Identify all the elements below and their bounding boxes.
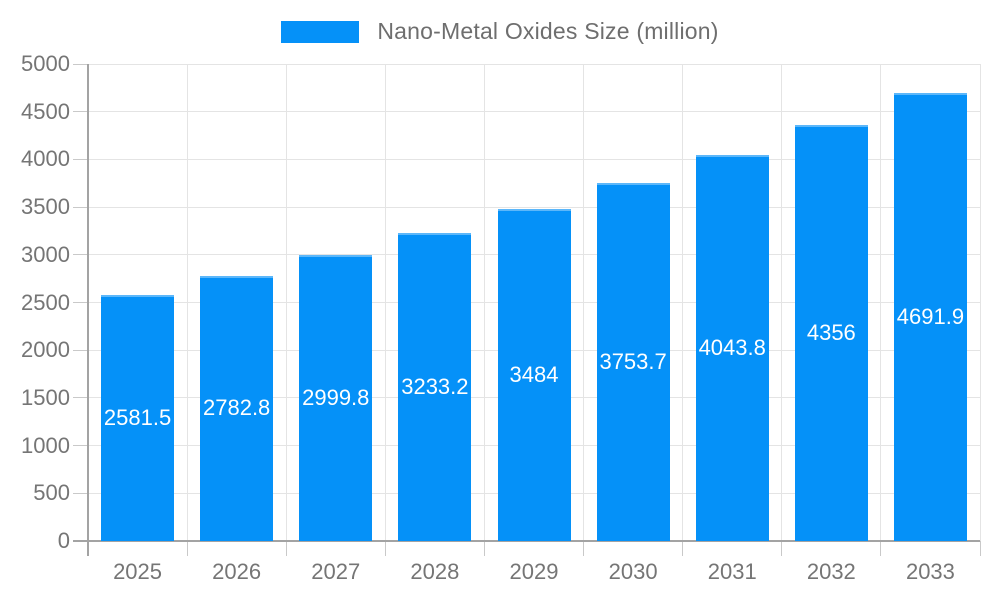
x-axis-label-2032: 2032 (806, 559, 856, 584)
bar-2025[interactable] (101, 294, 175, 541)
y-axis-tick-0 (73, 540, 88, 542)
x-axis-tick-2 (285, 541, 287, 556)
y-axis-tick-500 (73, 492, 88, 494)
bar-2028[interactable] (398, 232, 472, 541)
gridline-x-boundary-3 (384, 64, 386, 541)
legend-color-swatch (281, 20, 360, 43)
gridline-x-boundary-6 (682, 64, 684, 541)
x-axis-tick-7 (781, 541, 783, 556)
legend-label: Nano-Metal Oxides Size (million) (377, 18, 719, 44)
x-axis-tick-5 (583, 541, 585, 556)
y-axis-label-1000: 1000 (21, 432, 70, 458)
x-axis-label-2030: 2030 (608, 559, 658, 584)
chart-legend[interactable]: Nano-Metal Oxides Size (million) (0, 18, 1000, 45)
x-axis-tick-0 (87, 541, 89, 556)
gridline-y-5000 (88, 63, 980, 65)
y-axis-label-3000: 3000 (21, 241, 70, 267)
y-axis-tick-3000 (73, 254, 88, 256)
x-axis-label-2026: 2026 (212, 559, 262, 584)
bar-2031[interactable] (695, 155, 769, 541)
y-axis-tick-2000 (73, 349, 88, 351)
y-axis-tick-2500 (73, 302, 88, 303)
y-axis-line (87, 64, 89, 556)
x-axis-tick-4 (483, 541, 485, 556)
y-axis-label-5000: 5000 (21, 51, 70, 76)
y-axis-tick-4000 (73, 158, 88, 160)
x-axis-tick-1 (186, 541, 188, 556)
gridline-x-boundary-9 (979, 64, 981, 541)
x-axis-tick-6 (682, 541, 684, 556)
y-axis-tick-3500 (73, 206, 88, 208)
x-axis-tick-8 (880, 541, 882, 556)
y-axis-label-2000: 2000 (21, 337, 70, 363)
y-axis-label-2500: 2500 (21, 289, 70, 315)
gridline-x-boundary-8 (880, 64, 882, 541)
y-axis-tick-1500 (73, 397, 88, 399)
bar-2026[interactable] (200, 275, 274, 541)
bar-2030[interactable] (596, 182, 670, 541)
x-axis-label-2028: 2028 (410, 559, 460, 584)
x-axis-label-2033: 2033 (905, 559, 955, 584)
gridline-x-boundary-4 (483, 64, 485, 541)
gridline-x-boundary-5 (583, 64, 585, 541)
bar-2029[interactable] (497, 208, 571, 541)
y-axis-label-4000: 4000 (21, 146, 70, 172)
y-axis-tick-4500 (73, 111, 88, 113)
y-axis-label-500: 500 (33, 480, 70, 506)
x-axis-label-2029: 2029 (509, 559, 559, 584)
y-axis-label-1500: 1500 (21, 384, 70, 410)
y-axis-label-3500: 3500 (21, 194, 70, 220)
y-axis-label-4500: 4500 (21, 98, 70, 124)
gridline-x-boundary-7 (781, 64, 783, 541)
y-axis-label-0: 0 (57, 528, 70, 553)
bar-2027[interactable] (299, 254, 373, 541)
x-axis-label-2027: 2027 (311, 559, 361, 584)
x-axis-label-2025: 2025 (113, 559, 163, 584)
bar-2032[interactable] (794, 125, 868, 541)
x-axis-tick-3 (384, 541, 386, 556)
gridline-y-4500 (88, 111, 980, 113)
gridline-x-boundary-1 (186, 64, 188, 541)
x-axis-tick-9 (979, 541, 981, 556)
y-axis-tick-1000 (73, 445, 88, 447)
y-axis-tick-5000 (73, 63, 88, 65)
bar-2033[interactable] (893, 93, 967, 541)
gridline-x-boundary-2 (285, 64, 287, 541)
x-axis-label-2031: 2031 (707, 559, 757, 584)
